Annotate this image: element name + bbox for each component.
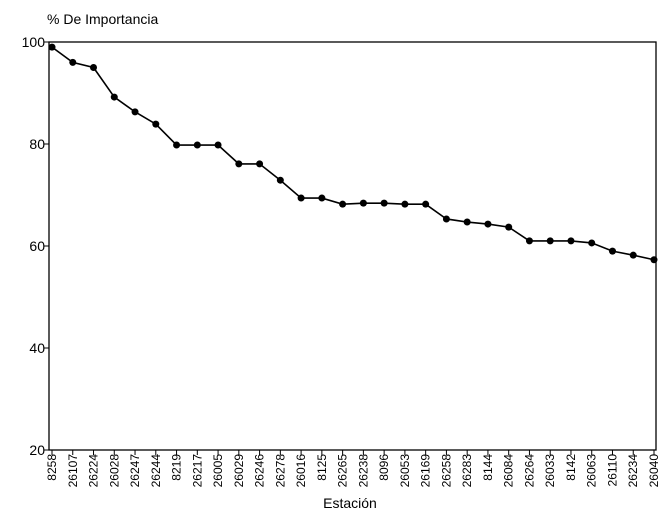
x-tick-label: 8125 — [315, 454, 329, 481]
data-point — [214, 141, 222, 149]
x-tick-label: 8096 — [377, 454, 391, 481]
plot-frame — [48, 41, 657, 451]
data-point — [297, 194, 305, 202]
data-point — [359, 199, 367, 207]
x-tick-label: 8142 — [564, 454, 578, 481]
x-tick-label: 26258 — [439, 454, 453, 488]
data-point — [484, 220, 492, 228]
y-tick-label: 20 — [29, 442, 45, 458]
x-tick-label: 26053 — [398, 454, 412, 488]
x-tick-label: 26033 — [543, 454, 557, 488]
x-tick-label: 26244 — [149, 454, 163, 488]
x-tick-label: 26005 — [211, 454, 225, 488]
data-point — [276, 176, 284, 184]
x-tick-label: 26238 — [356, 454, 370, 488]
x-tick-label: 26169 — [419, 454, 433, 488]
x-tick-label: 26234 — [626, 454, 640, 488]
data-point — [48, 43, 56, 51]
data-point — [525, 237, 533, 245]
x-tick-label: 26246 — [253, 454, 267, 488]
x-tick-label: 26107 — [66, 454, 80, 488]
x-tick-label: 26247 — [128, 454, 142, 488]
x-tick-label: 26029 — [232, 454, 246, 488]
data-point — [629, 251, 637, 259]
data-point — [463, 218, 471, 226]
x-tick-label: 8219 — [170, 454, 184, 481]
data-point — [152, 120, 160, 128]
data-point — [380, 199, 388, 207]
data-point — [401, 200, 409, 208]
x-tick-label: 26224 — [87, 454, 101, 488]
data-point — [546, 237, 554, 245]
y-tick-label: 60 — [29, 238, 45, 254]
data-point — [173, 141, 181, 149]
x-tick-label: 26084 — [502, 454, 516, 488]
y-tick-label: 40 — [29, 340, 45, 356]
y-tick-label: 100 — [22, 34, 46, 50]
y-axis-title: % De Importancia — [47, 11, 158, 27]
data-point — [608, 247, 616, 255]
x-tick-label: 26063 — [585, 454, 599, 488]
data-point — [131, 108, 139, 116]
x-tick-label: 26110 — [605, 454, 619, 487]
x-tick-label: 26265 — [336, 454, 350, 488]
data-point — [422, 200, 430, 208]
x-axis-title: Estación — [323, 495, 377, 511]
data-point — [90, 64, 98, 71]
x-tick-label: 8144 — [481, 454, 495, 481]
x-tick-label: 26040 — [647, 454, 661, 488]
data-point — [193, 141, 201, 149]
x-tick-label: 26283 — [460, 454, 474, 488]
data-point — [69, 58, 77, 66]
data-point — [318, 194, 326, 202]
data-point — [588, 239, 596, 247]
data-point — [505, 223, 513, 231]
x-tick-label: 26217 — [190, 454, 204, 488]
data-point — [235, 160, 243, 168]
data-point — [567, 237, 575, 245]
data-point — [256, 160, 264, 168]
data-point — [339, 200, 347, 208]
data-line — [51, 46, 655, 261]
x-tick-label: 8258 — [45, 454, 59, 481]
data-point — [650, 256, 658, 264]
x-tick-label: 26264 — [522, 454, 536, 488]
y-tick-label: 80 — [29, 136, 45, 152]
x-tick-label: 26028 — [107, 454, 121, 488]
data-point — [442, 215, 450, 223]
x-tick-label: 26016 — [294, 454, 308, 488]
data-point — [110, 93, 118, 101]
x-tick-label: 26278 — [273, 454, 287, 488]
